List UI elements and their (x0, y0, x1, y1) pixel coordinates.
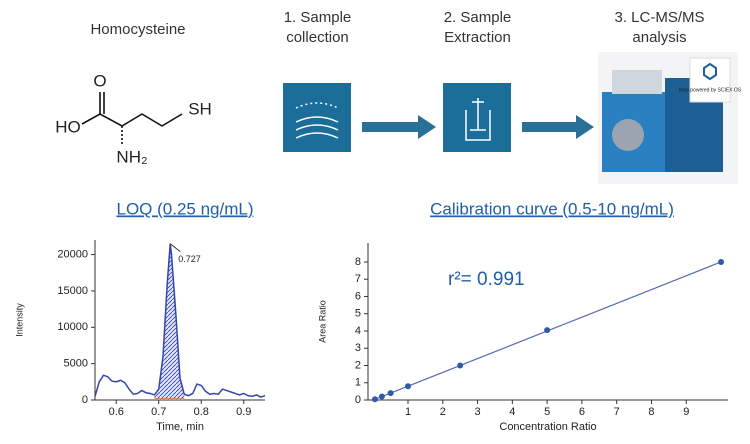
point (387, 390, 394, 397)
y-tick-label: 8 (355, 256, 361, 268)
y-tick-label: 4 (355, 325, 361, 337)
annotation-leader (169, 243, 181, 253)
point (718, 258, 725, 265)
y-tick-label: 3 (355, 342, 361, 354)
peak-area (154, 243, 185, 400)
y-tick-label: 6 (355, 290, 361, 302)
chart-title: Calibration curve (0.5-10 ng/mL) (430, 199, 674, 218)
badge-logo (703, 62, 717, 81)
molecule-name: Homocysteine (90, 21, 185, 38)
molecule-bonds (81, 92, 183, 144)
step-text: 1. Sample collection (283, 9, 352, 46)
x-tick-label: 2 (440, 406, 446, 418)
x-tick-label: 0.7 (151, 406, 166, 418)
annotation: r²= 0.991 (448, 269, 525, 290)
y-tick-label: 5000 (64, 358, 88, 370)
x-tick-label: 5 (544, 406, 550, 418)
point (371, 396, 378, 403)
line (94, 243, 266, 398)
collection-glyph (295, 102, 339, 139)
point (544, 327, 551, 334)
y-axis-label: Intensity (14, 303, 24, 337)
y-tick-label: 10000 (57, 321, 88, 333)
x-tick-label: 0.8 (194, 406, 209, 418)
step-label: 3. LC-MS/MS analysis (614, 9, 705, 46)
point (405, 383, 411, 390)
x-tick-label: 8 (648, 406, 654, 418)
atom: NH₂ (116, 147, 147, 166)
atom: O (93, 71, 106, 90)
y-tick-label: 7 (355, 273, 361, 285)
step-text: 3. LC-MS/MS analysis (614, 9, 705, 46)
step-label: 1. Sample collection (283, 9, 352, 46)
atom: SH (188, 99, 212, 118)
annotation: 0.727 (178, 254, 201, 264)
chart-title: LOQ (0.25 ng/mL) (116, 199, 253, 218)
x-axis-label: Time, min (156, 421, 204, 433)
y-tick-label: 0 (82, 394, 88, 406)
atom: HO (55, 117, 81, 136)
x-tick-label: 4 (509, 406, 515, 418)
y-tick-label: 0 (355, 394, 361, 406)
y-tick-label: 15000 (57, 285, 88, 297)
step-label: 2. Sample Extraction (443, 9, 512, 46)
y-axis-label: Area Ratio (317, 300, 327, 343)
point (378, 393, 385, 400)
x-tick-label: 1 (405, 406, 411, 418)
x-tick-label: 6 (579, 406, 585, 418)
point (457, 362, 464, 369)
x-axis-label: Concentration Ratio (499, 421, 596, 433)
arrow-head (418, 115, 436, 139)
y-tick-label: 2 (355, 359, 361, 371)
y-tick-label: 20000 (57, 248, 88, 260)
y-tick-label: 5 (355, 308, 361, 320)
x-tick-label: 7 (614, 406, 620, 418)
x-tick-label: 9 (683, 406, 689, 418)
x-tick-label: 3 (475, 406, 481, 418)
x-tick-label: 0.6 (109, 406, 124, 418)
instrument (598, 52, 738, 184)
step-text: 2. Sample Extraction (443, 9, 512, 46)
extraction-icon (443, 83, 511, 152)
x-tick-label: 0.9 (236, 406, 251, 418)
arrow-head (576, 115, 594, 139)
y-tick-label: 1 (355, 377, 361, 389)
extraction-glyph (465, 98, 491, 141)
badge: Now powered by SCIEX OS (679, 87, 742, 93)
